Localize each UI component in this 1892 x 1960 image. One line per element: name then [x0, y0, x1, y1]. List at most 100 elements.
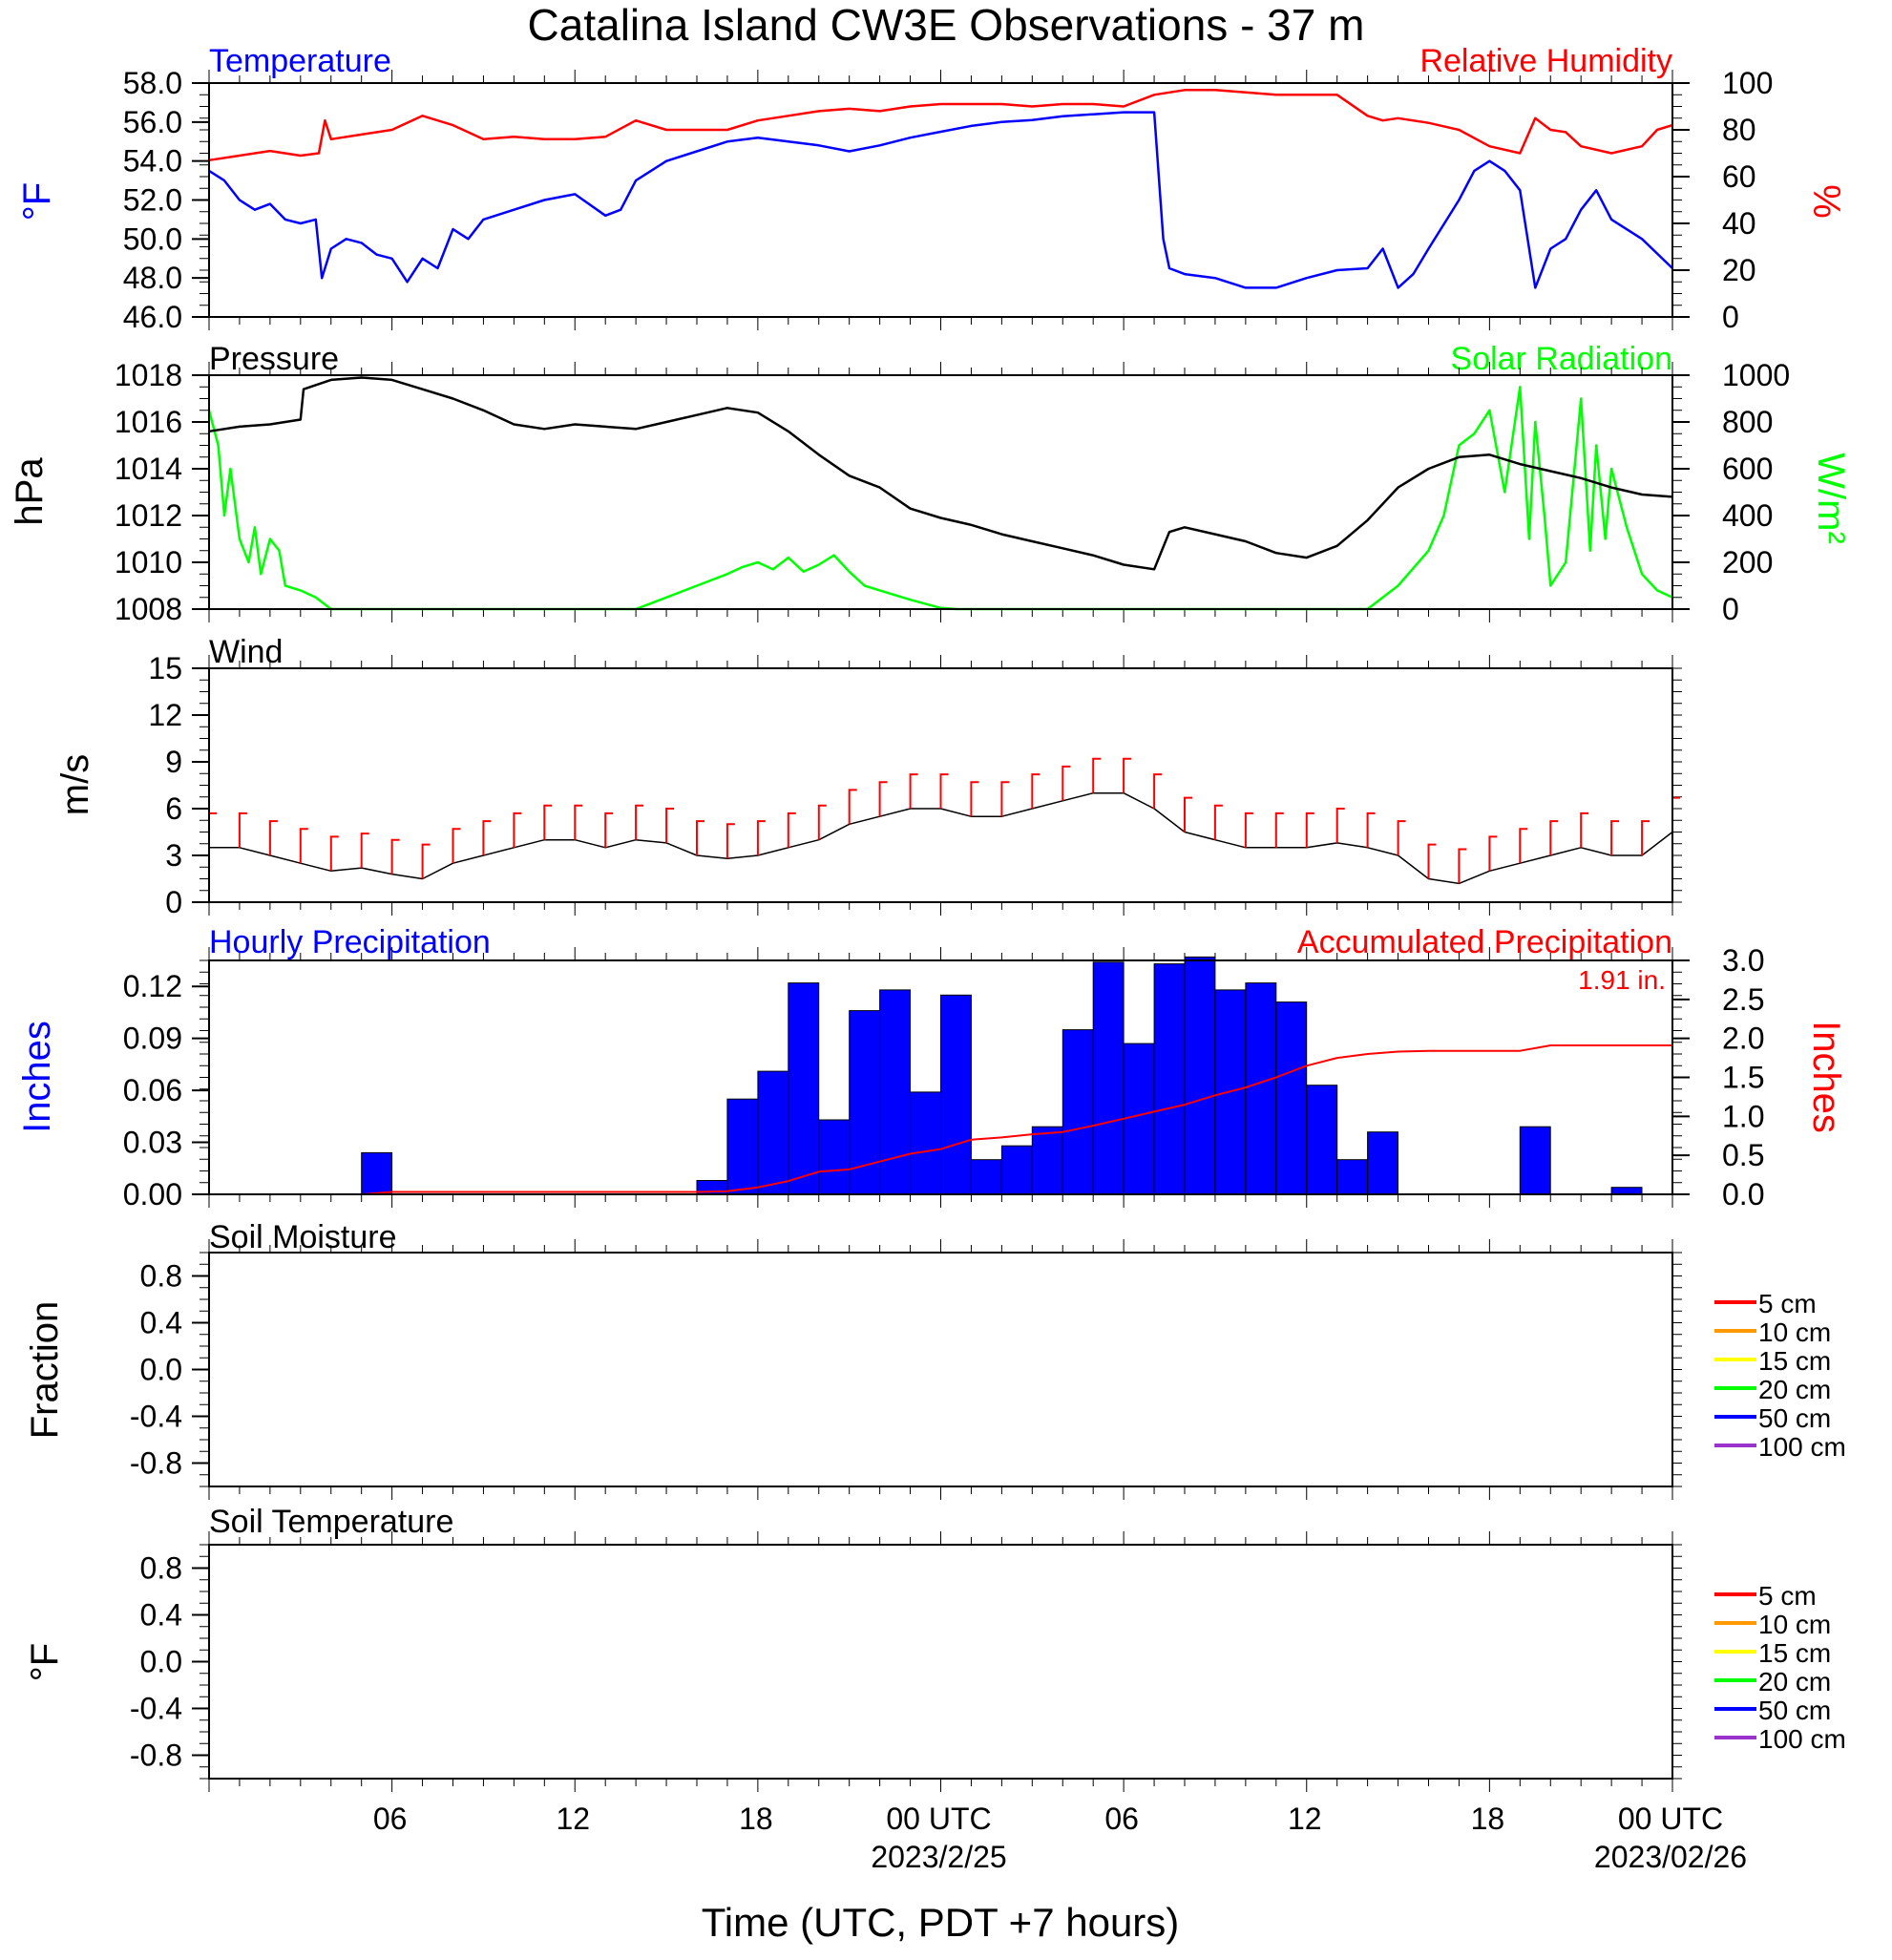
soil-moisture-title: Soil Moisture — [209, 1219, 397, 1255]
wind-gust-mark — [1153, 773, 1163, 809]
precip-bar — [1336, 1159, 1369, 1195]
pressure-ticks: 1018 1016 1014 1012 1010 1008 — [115, 358, 209, 626]
soil-moisture-legend-label: 15 cm — [1758, 1346, 1831, 1376]
wind-gust-mark — [482, 820, 492, 855]
precip-bar — [757, 1070, 789, 1195]
wind-gust-mark — [421, 843, 431, 879]
time-axis-title: Time (UTC, PDT +7 hours) — [702, 1900, 1180, 1945]
precip-bar — [940, 994, 972, 1195]
wind-frame — [208, 667, 1673, 903]
accum-precip-tick-label: 1.5 — [1722, 1061, 1764, 1095]
wind-gust-mark — [756, 820, 766, 855]
precip-bar — [1000, 1145, 1033, 1195]
soil-moisture-panel: Soil Moisture Fraction 0.8 0.4 0.0 -0.4 -0.8… — [24, 1219, 1846, 1500]
precip-bar — [910, 1091, 941, 1195]
pressure-solar-frame — [208, 374, 1673, 610]
wind-gust-mark — [1580, 811, 1589, 848]
soil-moisture-frame — [208, 1252, 1673, 1487]
soil-temperature-tick-label: 0.0 — [140, 1645, 182, 1679]
hourly-precip-ticks: 0.12 0.09 0.06 0.03 0.00 — [123, 969, 209, 1212]
date-label: 2023/2/25 — [871, 1840, 1006, 1874]
wind-gust-mark — [939, 773, 949, 809]
wind-gust-mark — [1062, 765, 1071, 801]
pressure-tick-label: 1014 — [115, 452, 182, 486]
wind-gust-mark — [1000, 781, 1010, 817]
precip-bar — [1610, 1187, 1643, 1195]
wind-gust-mark — [1335, 808, 1345, 843]
wind-gust-mark — [1427, 843, 1437, 879]
solar-ticks: 1000 800 600 400 200 0 — [1672, 358, 1790, 626]
solar-tick-label: 0 — [1722, 592, 1739, 626]
precip-bar — [1245, 982, 1277, 1195]
temperature-title: Temperature — [209, 43, 391, 79]
soil-temperature-legend-label: 10 cm — [1758, 1610, 1831, 1639]
temperature-humidity-series — [208, 89, 1673, 289]
wind-gust-mark — [543, 804, 553, 840]
precip-minor-ticks — [200, 947, 1682, 1208]
time-tick-label: 00 UTC — [1618, 1802, 1723, 1836]
precip-bar — [970, 1159, 1002, 1195]
soil-temperature-legend-label: 20 cm — [1758, 1667, 1831, 1697]
soil-temperature-axis-label: °F — [24, 1643, 66, 1681]
wind-gust-mark — [635, 804, 644, 840]
accum-precip-title: Accumulated Precipitation — [1297, 924, 1672, 960]
wind-gust-mark — [848, 789, 857, 825]
pressure-tick-label: 1012 — [115, 498, 182, 533]
precip-bar — [1184, 956, 1216, 1195]
precip-bar — [879, 989, 911, 1195]
temperature-humidity-panel: Temperature Relative Humidity °F % 58.05… — [16, 43, 1847, 334]
temperature-tick-label: 54.0 — [123, 144, 182, 179]
wind-gust-mark — [390, 838, 400, 875]
soil-moisture-tick-label: 0.4 — [140, 1306, 182, 1340]
pressure-tick-label: 1010 — [115, 545, 182, 580]
temperature-tick-label: 56.0 — [123, 105, 182, 139]
humidity-title: Relative Humidity — [1419, 43, 1672, 79]
wind-gust-mark — [1549, 820, 1559, 855]
wind-gust-mark — [1366, 811, 1376, 848]
temperature-tick-label: 48.0 — [123, 261, 182, 295]
soil-moisture-legend-label: 20 cm — [1758, 1375, 1831, 1404]
solar-axis-label: W/m² — [1810, 453, 1852, 544]
temperature-axis-label: °F — [16, 182, 58, 221]
temperature-tick-label: 50.0 — [123, 221, 182, 256]
accum-precip-total: 1.91 in. — [1578, 965, 1666, 995]
wind-gust-mark — [725, 823, 735, 859]
pressure-solar-panel: Pressure Solar Radiation hPa W/m² 101810… — [9, 341, 1852, 626]
solar-tick-label: 600 — [1722, 452, 1773, 486]
humidity-line — [208, 89, 1673, 162]
solar-tick-label: 1000 — [1722, 358, 1790, 392]
wind-tick-label: 0 — [165, 885, 182, 919]
wind-tick-label: 3 — [165, 838, 182, 873]
date-label: 2023/02/26 — [1594, 1840, 1747, 1874]
soil-temperature-panel: Soil Temperature °F 0.8 0.4 0.0 -0.4 -0.8 5 … — [24, 1504, 1846, 1792]
soil-moisture-legend-label: 5 cm — [1758, 1289, 1817, 1318]
time-tick-label: 06 — [1104, 1802, 1139, 1836]
precip-bar — [1519, 1126, 1551, 1195]
precip-bar — [1031, 1126, 1063, 1195]
wind-gust-mark — [1031, 773, 1041, 809]
precip-bar — [818, 1119, 851, 1195]
humidity-ticks: 100 80 60 40 20 0 — [1672, 66, 1773, 334]
wind-gust-mark — [1671, 796, 1680, 832]
soil-temperature-tick-label: -0.8 — [130, 1739, 182, 1773]
soil-moisture-axis-label: Fraction — [24, 1301, 66, 1440]
wind-gust-mark — [1488, 835, 1498, 872]
pressure-line — [208, 376, 1673, 571]
wind-gust-mark — [1274, 811, 1284, 848]
soil-moisture-tick-label: -0.8 — [130, 1446, 182, 1481]
time-tick-label: 12 — [556, 1802, 590, 1836]
time-tick-label: 18 — [1471, 1802, 1505, 1836]
solar-tick-label: 400 — [1722, 498, 1773, 533]
wind-gust-mark — [1184, 796, 1192, 832]
wind-gust-mark — [1519, 828, 1528, 864]
humidity-tick-label: 20 — [1722, 253, 1756, 287]
pressure-tick-label: 1018 — [115, 358, 182, 392]
wind-gust-mark — [1610, 820, 1620, 855]
temperature-tick-label: 52.0 — [123, 183, 182, 218]
temperature-minor-ticks — [200, 70, 1682, 330]
wind-minor-ticks — [200, 655, 1682, 916]
soil-moisture-legend-label: 100 cm — [1758, 1432, 1846, 1462]
wind-gust-mark — [299, 828, 308, 864]
accum-precip-line — [209, 1044, 1672, 1195]
